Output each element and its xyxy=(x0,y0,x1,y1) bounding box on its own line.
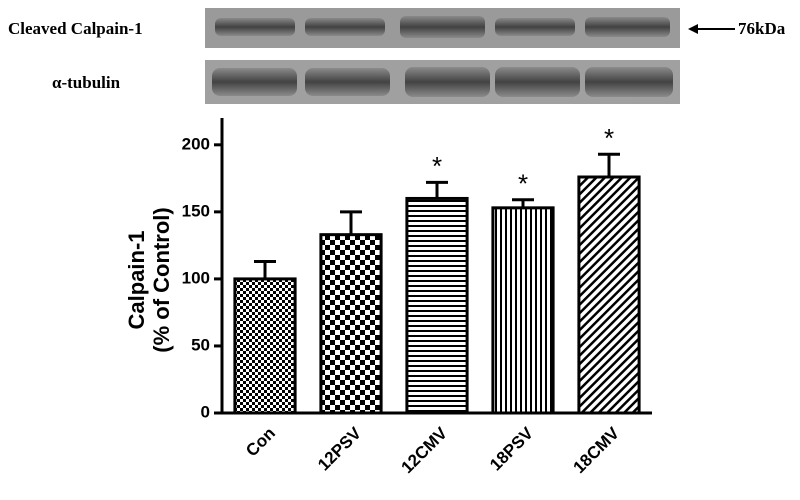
significance-mark: * xyxy=(604,123,614,153)
blot-label: α-tubulin xyxy=(52,73,121,92)
blot-bands xyxy=(212,16,673,97)
x-tick-label: Con xyxy=(242,424,279,461)
bar xyxy=(233,277,297,415)
significance-mark: * xyxy=(432,151,442,181)
x-tick-label: 12CMV xyxy=(397,423,451,477)
x-tick-label: 18PSV xyxy=(486,423,537,474)
bar xyxy=(491,206,555,415)
bar xyxy=(319,233,383,415)
y-tick-label: 0 xyxy=(201,402,210,421)
x-tick-label: 12PSV xyxy=(314,423,365,474)
bar xyxy=(405,196,469,415)
bar xyxy=(577,175,641,415)
significance-mark: * xyxy=(518,169,528,199)
y-tick-label: 150 xyxy=(182,201,210,220)
y-tick-label: 50 xyxy=(191,335,210,354)
y-tick-label: 200 xyxy=(182,134,210,153)
y-axis-label: (% of Control) xyxy=(149,207,174,352)
x-tick-label: 18CMV xyxy=(569,423,623,477)
blot-annotation: 76kDa xyxy=(738,19,786,38)
y-tick-label: 100 xyxy=(182,268,210,287)
arrow-head xyxy=(688,24,698,34)
y-axis-label: Calpain-1 xyxy=(124,230,149,329)
blot-label: Cleaved Calpain-1 xyxy=(8,19,143,38)
